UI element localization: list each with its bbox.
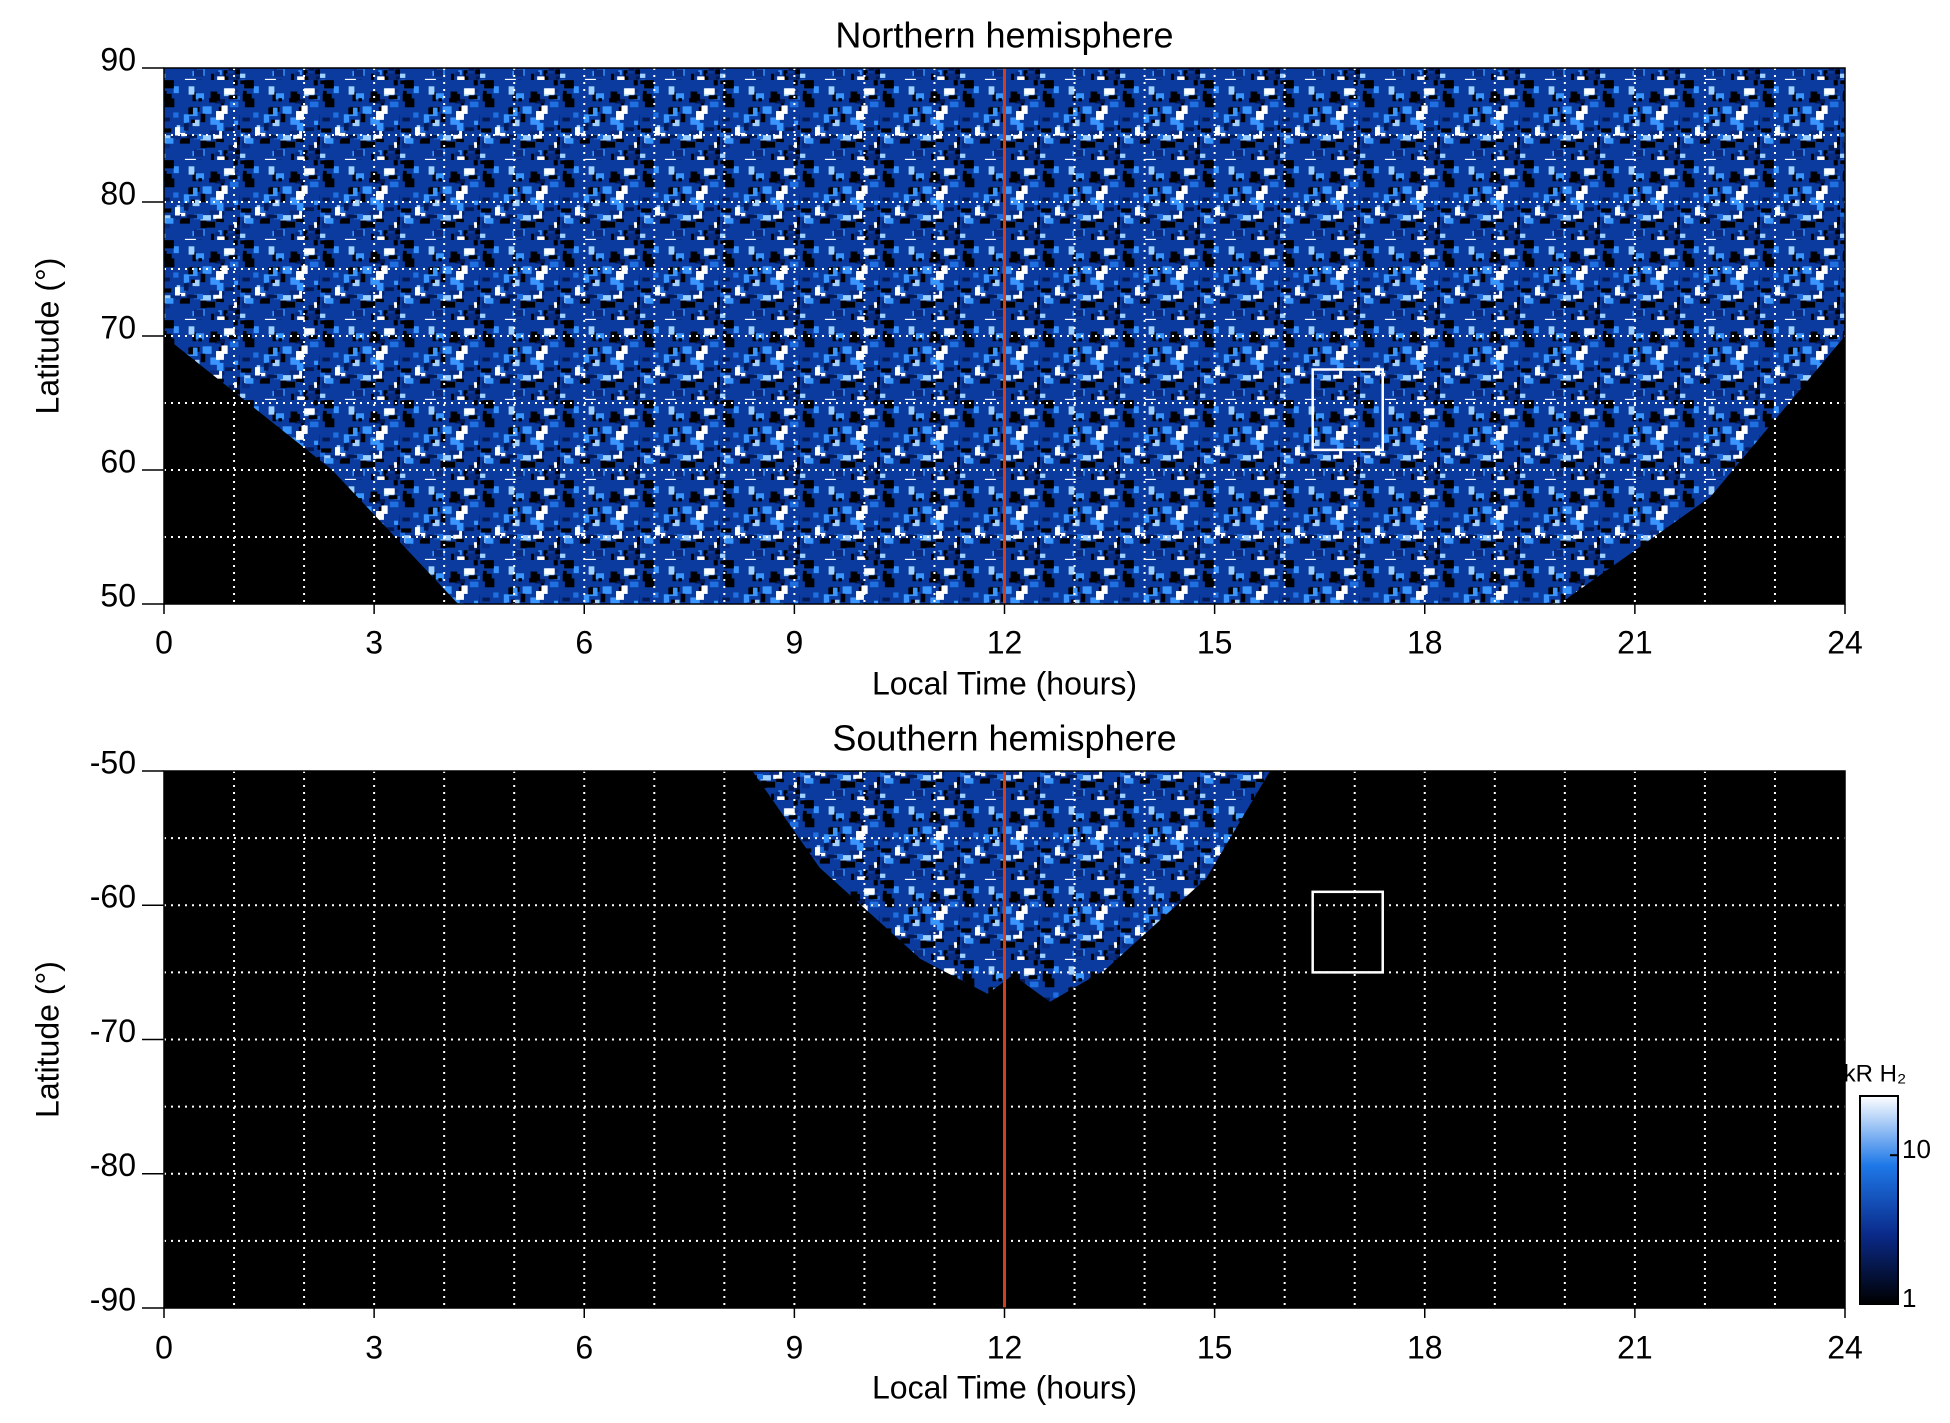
chart-title: Southern hemisphere <box>832 718 1176 759</box>
x-tick-label: 18 <box>1407 1329 1443 1365</box>
x-axis-label: Local Time (hours) <box>872 665 1137 701</box>
x-tick-label: 0 <box>155 624 173 660</box>
chart-title: Northern hemisphere <box>835 15 1173 56</box>
x-tick-label: 0 <box>155 1329 173 1365</box>
y-tick-label: 60 <box>100 443 136 479</box>
y-tick-label: -80 <box>90 1147 136 1183</box>
x-tick-label: 24 <box>1827 624 1863 660</box>
emission-coverage <box>752 771 1271 1002</box>
y-tick-label: 50 <box>100 577 136 613</box>
y-tick-label: -70 <box>90 1013 136 1049</box>
y-tick-label: 80 <box>100 175 136 211</box>
x-tick-label: 3 <box>365 624 383 660</box>
x-tick-label: 12 <box>987 624 1023 660</box>
highlight-box <box>1311 368 1384 452</box>
y-tick-label: -60 <box>90 879 136 915</box>
y-tick-label: -50 <box>90 744 136 780</box>
colorbar-tick-label: 1 <box>1902 1283 1916 1313</box>
x-tick-label: 9 <box>785 624 803 660</box>
colorbar-tick-label: 10 <box>1902 1134 1931 1164</box>
x-tick-label: 24 <box>1827 1329 1863 1365</box>
y-tick-label: 70 <box>100 309 136 345</box>
colorbar <box>1859 1095 1899 1305</box>
x-axis-label: Local Time (hours) <box>872 1369 1137 1405</box>
colorbar-label: kR H₂ <box>1844 1060 1907 1087</box>
x-tick-label: 9 <box>785 1329 803 1365</box>
x-tick-label: 21 <box>1617 624 1653 660</box>
x-tick-label: 15 <box>1197 1329 1233 1365</box>
highlight-box <box>1311 890 1384 974</box>
x-tick-label: 18 <box>1407 624 1443 660</box>
y-axis-label: Latitude (°) <box>29 258 65 415</box>
x-tick-label: 3 <box>365 1329 383 1365</box>
x-tick-label: 12 <box>987 1329 1023 1365</box>
x-tick-label: 6 <box>575 1329 593 1365</box>
x-tick-label: 15 <box>1197 624 1233 660</box>
y-axis-label: Latitude (°) <box>29 961 65 1118</box>
y-tick-label: -90 <box>90 1281 136 1317</box>
y-tick-label: 90 <box>100 41 136 77</box>
x-tick-label: 6 <box>575 624 593 660</box>
x-tick-label: 21 <box>1617 1329 1653 1365</box>
